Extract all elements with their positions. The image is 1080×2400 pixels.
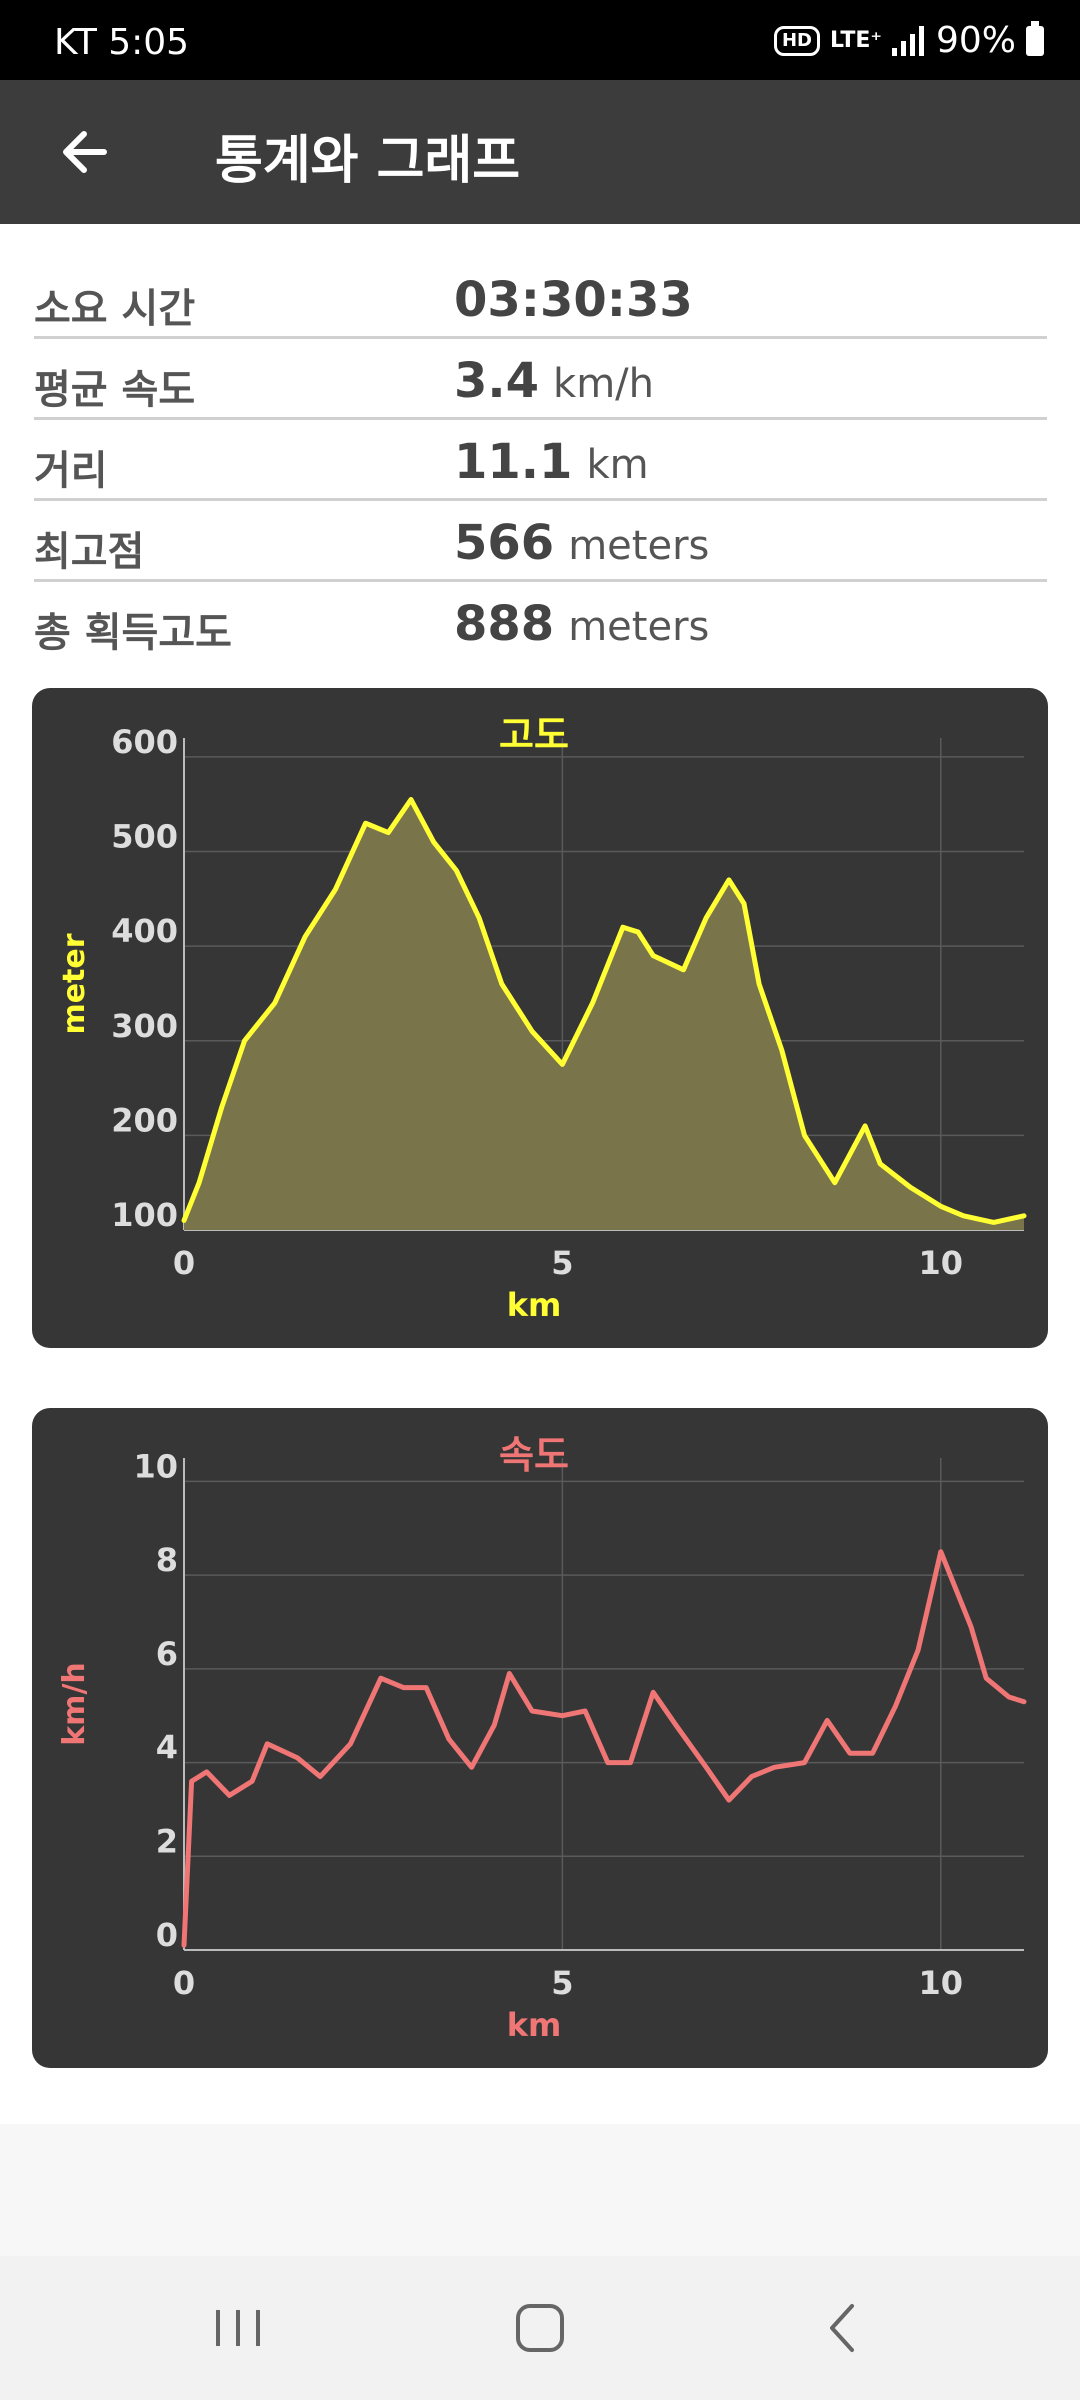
stat-row-elevation-gain: 총 획득고도 888 meters [34,582,1047,663]
y-tick-label: 600 [111,723,178,761]
stat-number: 566 [454,515,555,571]
recent-apps-icon[interactable] [206,2296,270,2360]
y-tick-label: 400 [111,912,178,950]
x-tick-label: 0 [173,1244,195,1282]
stat-label: 거리 [34,448,108,494]
stat-label: 평균 속도 [34,367,196,413]
stat-label: 소요 시간 [34,286,196,332]
back-nav-icon[interactable] [812,2296,876,2360]
system-nav-bar [0,2256,1080,2400]
stat-label: 최고점 [34,529,145,575]
speed-chart-card: 0 5 10 0 2 4 6 8 10 속도 km km/h [32,1408,1048,2068]
back-arrow-icon[interactable] [54,120,118,184]
page-title: 통계와 그래프 [215,131,521,191]
home-icon[interactable] [508,2296,572,2360]
y-tick-label: 200 [111,1101,178,1139]
x-axis-label: km [507,1286,562,1324]
series-area [184,799,1024,1230]
stats-table: 소요 시간 03:30:33 평균 속도 3.4 km/h 거리 11.1 km 최… [34,258,1047,663]
y-tick-label: 8 [156,1541,178,1579]
x-tick-label: 5 [551,1244,573,1282]
y-tick-label: 300 [111,1007,178,1045]
lte-icon: LTE⁺ [829,27,882,53]
y-axis-label: km/h [57,1662,92,1746]
stat-value: 3.4 km/h [454,353,654,409]
chart-title: 속도 [499,1433,569,1477]
y-tick-label: 100 [111,1196,178,1234]
altitude-chart-card: 0 5 10 100 200 300 400 500 600 고도 km meter [32,688,1048,1348]
x-tick-label: 5 [551,1964,573,2002]
altitude-chart: 0 5 10 100 200 300 400 500 600 고도 km meter [57,713,1027,1324]
battery-icon [1026,20,1044,56]
y-tick-label: 4 [156,1729,178,1767]
carrier-time: KT 5:05 [54,22,190,63]
chart-title: 고도 [499,713,569,757]
stat-number: 03:30:33 [454,272,693,328]
y-tick-label: 10 [133,1447,178,1485]
battery-percent: 90% [935,20,1016,61]
y-tick-label: 2 [156,1822,178,1860]
y-tick-label: 6 [156,1635,178,1673]
x-tick-label: 10 [918,1244,963,1282]
stat-label: 총 획득고도 [34,610,232,656]
stat-unit: km/h [553,361,654,407]
stat-row-duration: 소요 시간 03:30:33 [34,258,1047,339]
stat-number: 3.4 [454,353,540,409]
stat-unit: meters [568,604,710,650]
content-area: 소요 시간 03:30:33 평균 속도 3.4 km/h 거리 11.1 km 최… [0,224,1080,2124]
x-axis-label: km [507,2006,562,2044]
stat-unit: km [586,442,649,488]
stat-number: 888 [454,596,555,652]
stat-row-max-elevation: 최고점 566 meters [34,501,1047,582]
stat-row-distance: 거리 11.1 km [34,420,1047,501]
y-tick-label: 500 [111,818,178,856]
series-line [181,1549,1027,1948]
stat-value: 03:30:33 [454,272,693,328]
series-line [181,797,1027,1225]
stat-number: 11.1 [454,434,573,490]
stat-value: 566 meters [454,515,709,571]
app-bar: 통계와 그래프 [0,80,1080,224]
stat-row-avg-speed: 평균 속도 3.4 km/h [34,339,1047,420]
stat-unit: meters [568,523,710,569]
stat-value: 888 meters [454,596,709,652]
y-tick-label: 0 [156,1916,178,1954]
y-axis-label: meter [57,933,92,1034]
speed-chart: 0 5 10 0 2 4 6 8 10 속도 km km/h [57,1433,1027,2044]
x-tick-label: 10 [918,1964,963,2002]
stat-value: 11.1 km [454,434,649,490]
status-bar: KT 5:05 HD LTE⁺ 90% [0,0,1080,80]
hd-voice-icon: HD [773,25,820,56]
signal-icon [891,25,924,56]
x-tick-label: 0 [173,1964,195,2002]
status-icons: HD LTE⁺ 90% [773,20,1044,61]
